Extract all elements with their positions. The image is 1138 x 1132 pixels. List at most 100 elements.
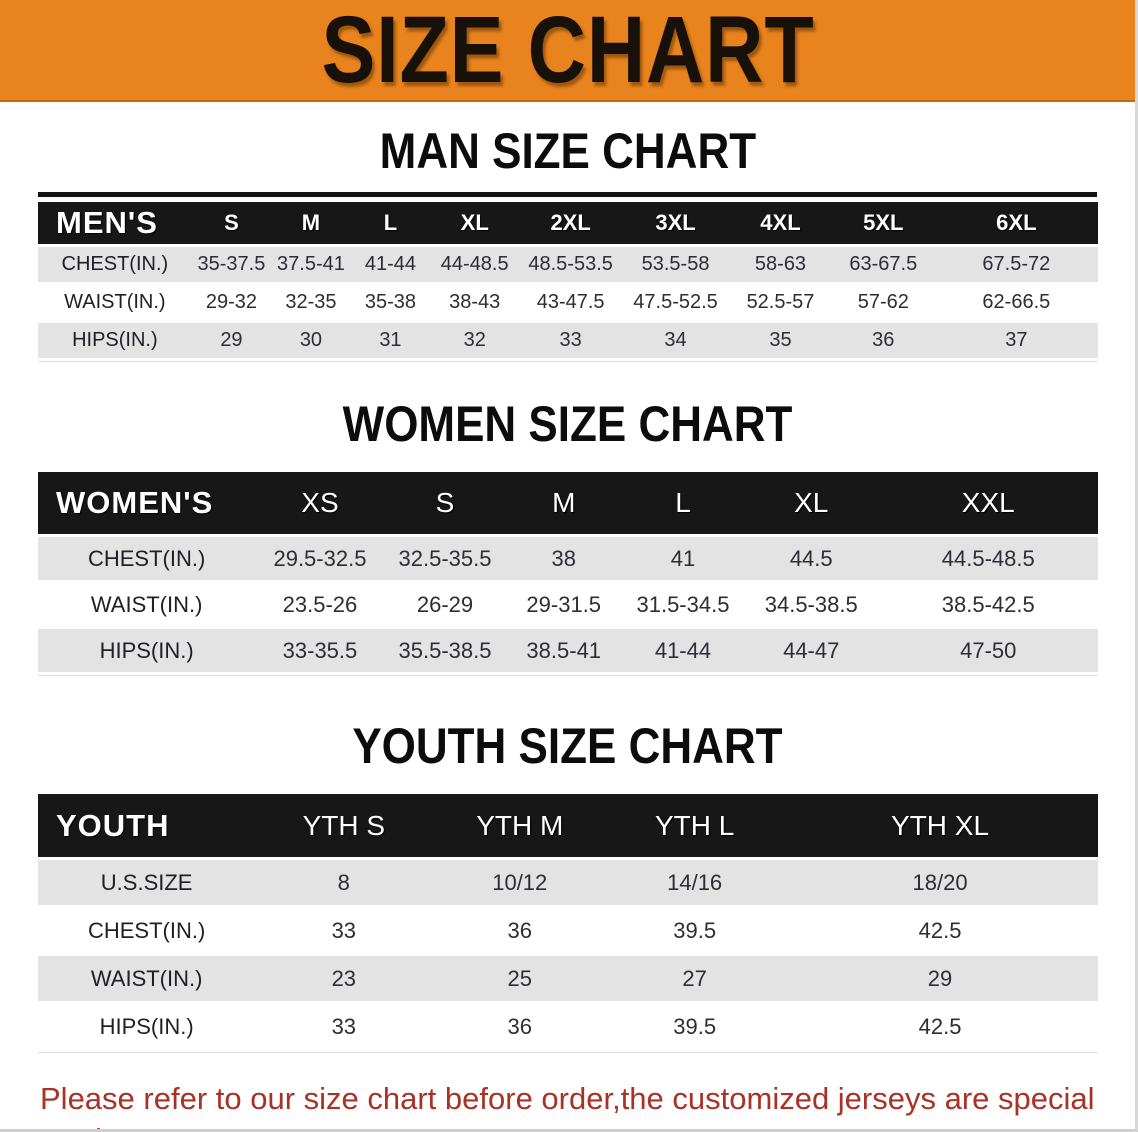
size-column-header: 5XL	[831, 202, 935, 244]
measure-value: 47.5-52.5	[622, 285, 730, 320]
measure-value: 37	[934, 323, 1098, 358]
row-label: HIPS(IN.)	[38, 1004, 256, 1049]
row-label: HIPS(IN.)	[38, 323, 192, 358]
measure-value: 32-35	[271, 285, 351, 320]
measure-value: 44-47	[743, 629, 879, 672]
table-top-rule	[38, 192, 1097, 197]
table-group-label: YOUTH	[38, 794, 256, 857]
size-column-header: 2XL	[519, 202, 623, 244]
row-label: CHEST(IN.)	[38, 247, 192, 282]
page-title: SIZE CHART	[321, 0, 814, 103]
size-section: WOMEN SIZE CHART WOMEN'S XS S M L XL XXL CHEST(I…	[0, 399, 1135, 675]
size-column-header: S	[384, 472, 506, 534]
measure-value: 32.5-35.5	[384, 537, 506, 580]
measure-value: 41-44	[622, 629, 744, 672]
row-label: U.S.SIZE	[38, 860, 256, 905]
size-table: MEN'S S M L XL 2XL 3XL 4XL 5XL 6XL CHEST(IN.) 35-37…	[38, 199, 1098, 361]
measure-value: 52.5-57	[729, 285, 832, 320]
measure-value: 8	[255, 860, 433, 905]
section-heading-wrap: WOMEN SIZE CHART	[0, 399, 1135, 449]
section-heading: MAN SIZE CHART	[379, 123, 756, 179]
measure-value: 62-66.5	[934, 285, 1098, 320]
measure-value: 37.5-41	[271, 247, 351, 282]
size-section: MAN SIZE CHART MEN'S S M L XL 2XL 3XL 4XL 5XL 6XL C…	[0, 126, 1135, 361]
measure-value: 38-43	[430, 285, 520, 320]
measure-value: 29.5-32.5	[255, 537, 385, 580]
section-heading: WOMEN SIZE CHART	[342, 396, 793, 452]
measure-value: 38.5-42.5	[878, 583, 1098, 626]
measure-value: 63-67.5	[831, 247, 935, 282]
row-label: WAIST(IN.)	[38, 583, 256, 626]
size-column-header: XL	[743, 472, 879, 534]
size-column-header: M	[271, 202, 351, 244]
size-column-header: L	[622, 472, 744, 534]
table-body: CHEST(IN.) 29.5-32.5 32.5-35.5 38 41 44.5 44.5…	[38, 537, 1098, 672]
measure-row: HIPS(IN.) 33-35.5 35.5-38.5 38.5-41 41-44 44-…	[38, 629, 1098, 672]
measure-value: 25	[432, 956, 608, 1001]
measure-value: 14/16	[607, 860, 783, 905]
measure-value: 36	[831, 323, 935, 358]
row-label: WAIST(IN.)	[38, 956, 256, 1001]
measure-value: 29	[191, 323, 272, 358]
row-label: CHEST(IN.)	[38, 537, 256, 580]
measure-value: 29-32	[191, 285, 272, 320]
table-head: MEN'S S M L XL 2XL 3XL 4XL 5XL 6XL	[38, 202, 1098, 244]
measure-value: 35-37.5	[191, 247, 272, 282]
table-group-label: WOMEN'S	[38, 472, 256, 534]
measure-value: 35.5-38.5	[384, 629, 506, 672]
measure-value: 23	[255, 956, 433, 1001]
row-label: CHEST(IN.)	[38, 908, 256, 953]
measure-value: 36	[432, 908, 608, 953]
measure-row: CHEST(IN.) 33 36 39.5 42.5	[38, 908, 1098, 953]
measure-value: 27	[607, 956, 783, 1001]
measure-value: 39.5	[607, 1004, 783, 1049]
size-column-header: XL	[430, 202, 520, 244]
measure-value: 34.5-38.5	[743, 583, 879, 626]
measure-value: 33	[519, 323, 623, 358]
table-header-row: YOUTH YTH S YTH M YTH L YTH XL	[38, 794, 1098, 857]
measure-row: WAIST(IN.) 29-32 32-35 35-38 38-43 43-47.5 47.…	[38, 285, 1098, 320]
section-heading-wrap: MAN SIZE CHART	[0, 126, 1135, 176]
measure-value: 41-44	[350, 247, 431, 282]
measure-row: U.S.SIZE 8 10/12 14/16 18/20	[38, 860, 1098, 905]
measure-value: 18/20	[782, 860, 1098, 905]
measure-value: 36	[432, 1004, 608, 1049]
size-column-header: YTH S	[255, 794, 433, 857]
table-group-label: MEN'S	[38, 202, 192, 244]
table-body: CHEST(IN.) 35-37.5 37.5-41 41-44 44-48.5 48.5…	[38, 247, 1098, 358]
size-table: YOUTH YTH S YTH M YTH L YTH XL U.S.SIZE 8 10/12…	[38, 791, 1098, 1052]
measure-value: 58-63	[729, 247, 832, 282]
measure-value: 26-29	[384, 583, 506, 626]
measure-value: 39.5	[607, 908, 783, 953]
measure-value: 29	[782, 956, 1098, 1001]
measure-value: 33	[255, 908, 433, 953]
size-column-header: YTH L	[607, 794, 783, 857]
sections: MAN SIZE CHART MEN'S S M L XL 2XL 3XL 4XL 5XL 6XL C…	[0, 126, 1135, 1052]
measure-value: 41	[622, 537, 744, 580]
measure-value: 35	[729, 323, 832, 358]
measure-value: 31	[350, 323, 431, 358]
measure-value: 43-47.5	[519, 285, 623, 320]
section-heading: YOUTH SIZE CHART	[352, 718, 783, 774]
row-label: HIPS(IN.)	[38, 629, 256, 672]
size-section: YOUTH SIZE CHART YOUTH YTH S YTH M YTH L YTH …	[0, 721, 1135, 1052]
size-column-header: S	[191, 202, 272, 244]
measure-value: 10/12	[432, 860, 608, 905]
measure-value: 38	[505, 537, 623, 580]
title-banner: SIZE CHART	[0, 0, 1135, 102]
measure-value: 38.5-41	[505, 629, 623, 672]
measure-value: 30	[271, 323, 351, 358]
measure-row: HIPS(IN.) 29 30 31 32 33 34 35 36 37	[38, 323, 1098, 358]
size-column-header: M	[505, 472, 623, 534]
measure-row: WAIST(IN.) 23.5-26 26-29 29-31.5 31.5-34.5 34…	[38, 583, 1098, 626]
measure-value: 53.5-58	[622, 247, 730, 282]
size-column-header: 6XL	[934, 202, 1098, 244]
measure-value: 42.5	[782, 1004, 1098, 1049]
size-column-header: XXL	[878, 472, 1098, 534]
size-table: WOMEN'S XS S M L XL XXL CHEST(IN.) 29.5-32.5 32.5…	[38, 469, 1098, 675]
measure-row: CHEST(IN.) 35-37.5 37.5-41 41-44 44-48.5 48.5…	[38, 247, 1098, 282]
measure-value: 57-62	[831, 285, 935, 320]
measure-value: 33-35.5	[255, 629, 385, 672]
measure-value: 35-38	[350, 285, 431, 320]
